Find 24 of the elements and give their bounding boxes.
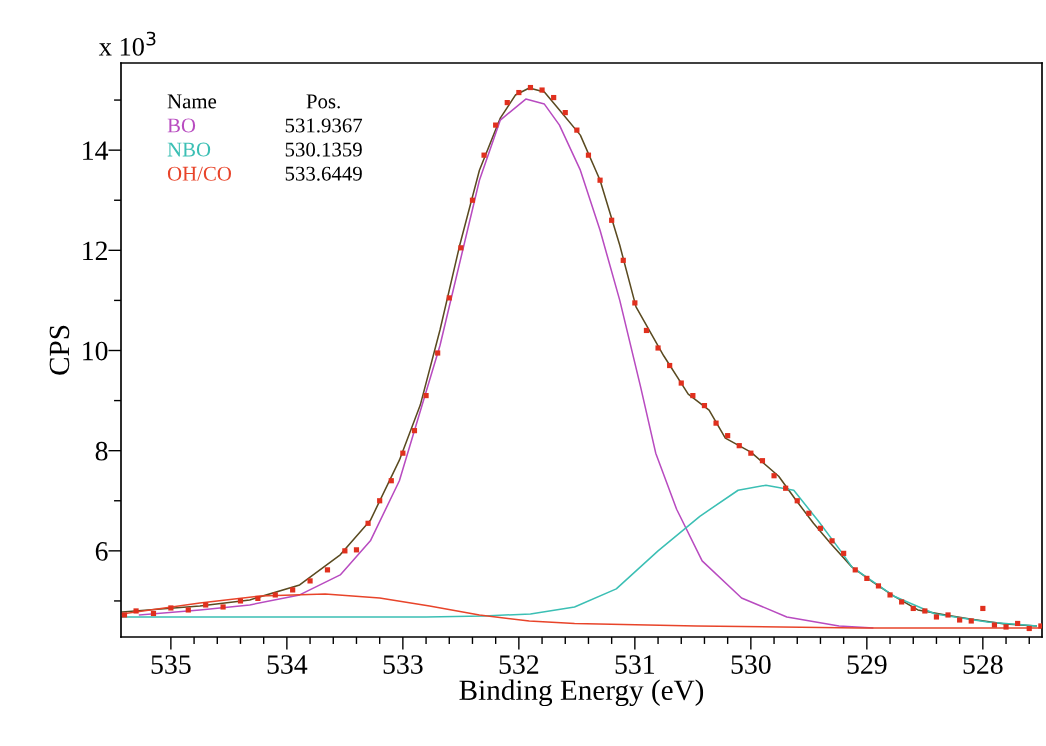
y-tick-label: 12	[83, 241, 107, 260]
text: OH/CO	[167, 166, 232, 181]
x-tick-label: 528	[963, 655, 1003, 674]
annotation: Name	[167, 94, 217, 109]
y-tick-label: 14	[83, 141, 109, 160]
text: NBO	[167, 142, 211, 157]
x-tick-label: 533	[383, 655, 423, 674]
annotation: 533.6449	[285, 166, 362, 181]
y-axis-title: CPS	[49, 325, 70, 375]
x-tick-label: 531	[615, 655, 655, 674]
text: x 10$^{3}$	[98, 31, 156, 56]
annotation: 531.9367	[285, 118, 363, 133]
annotation: Pos.	[306, 94, 340, 109]
y-tick-label: 6	[95, 542, 108, 561]
x-tick-label: 529	[847, 655, 887, 674]
x-axis-title: Binding Energy (eV)	[459, 679, 704, 707]
y-tick-label: 8	[95, 441, 108, 461]
x-tick-label: 530	[731, 655, 771, 674]
x-tick-label: 532	[499, 655, 539, 674]
x-tick-label: 535	[151, 655, 191, 674]
y-tick-label: 10	[83, 341, 108, 361]
annotation: 530.1359	[285, 142, 362, 157]
text: BO	[167, 118, 196, 133]
x-tick-label: 534	[267, 655, 308, 674]
